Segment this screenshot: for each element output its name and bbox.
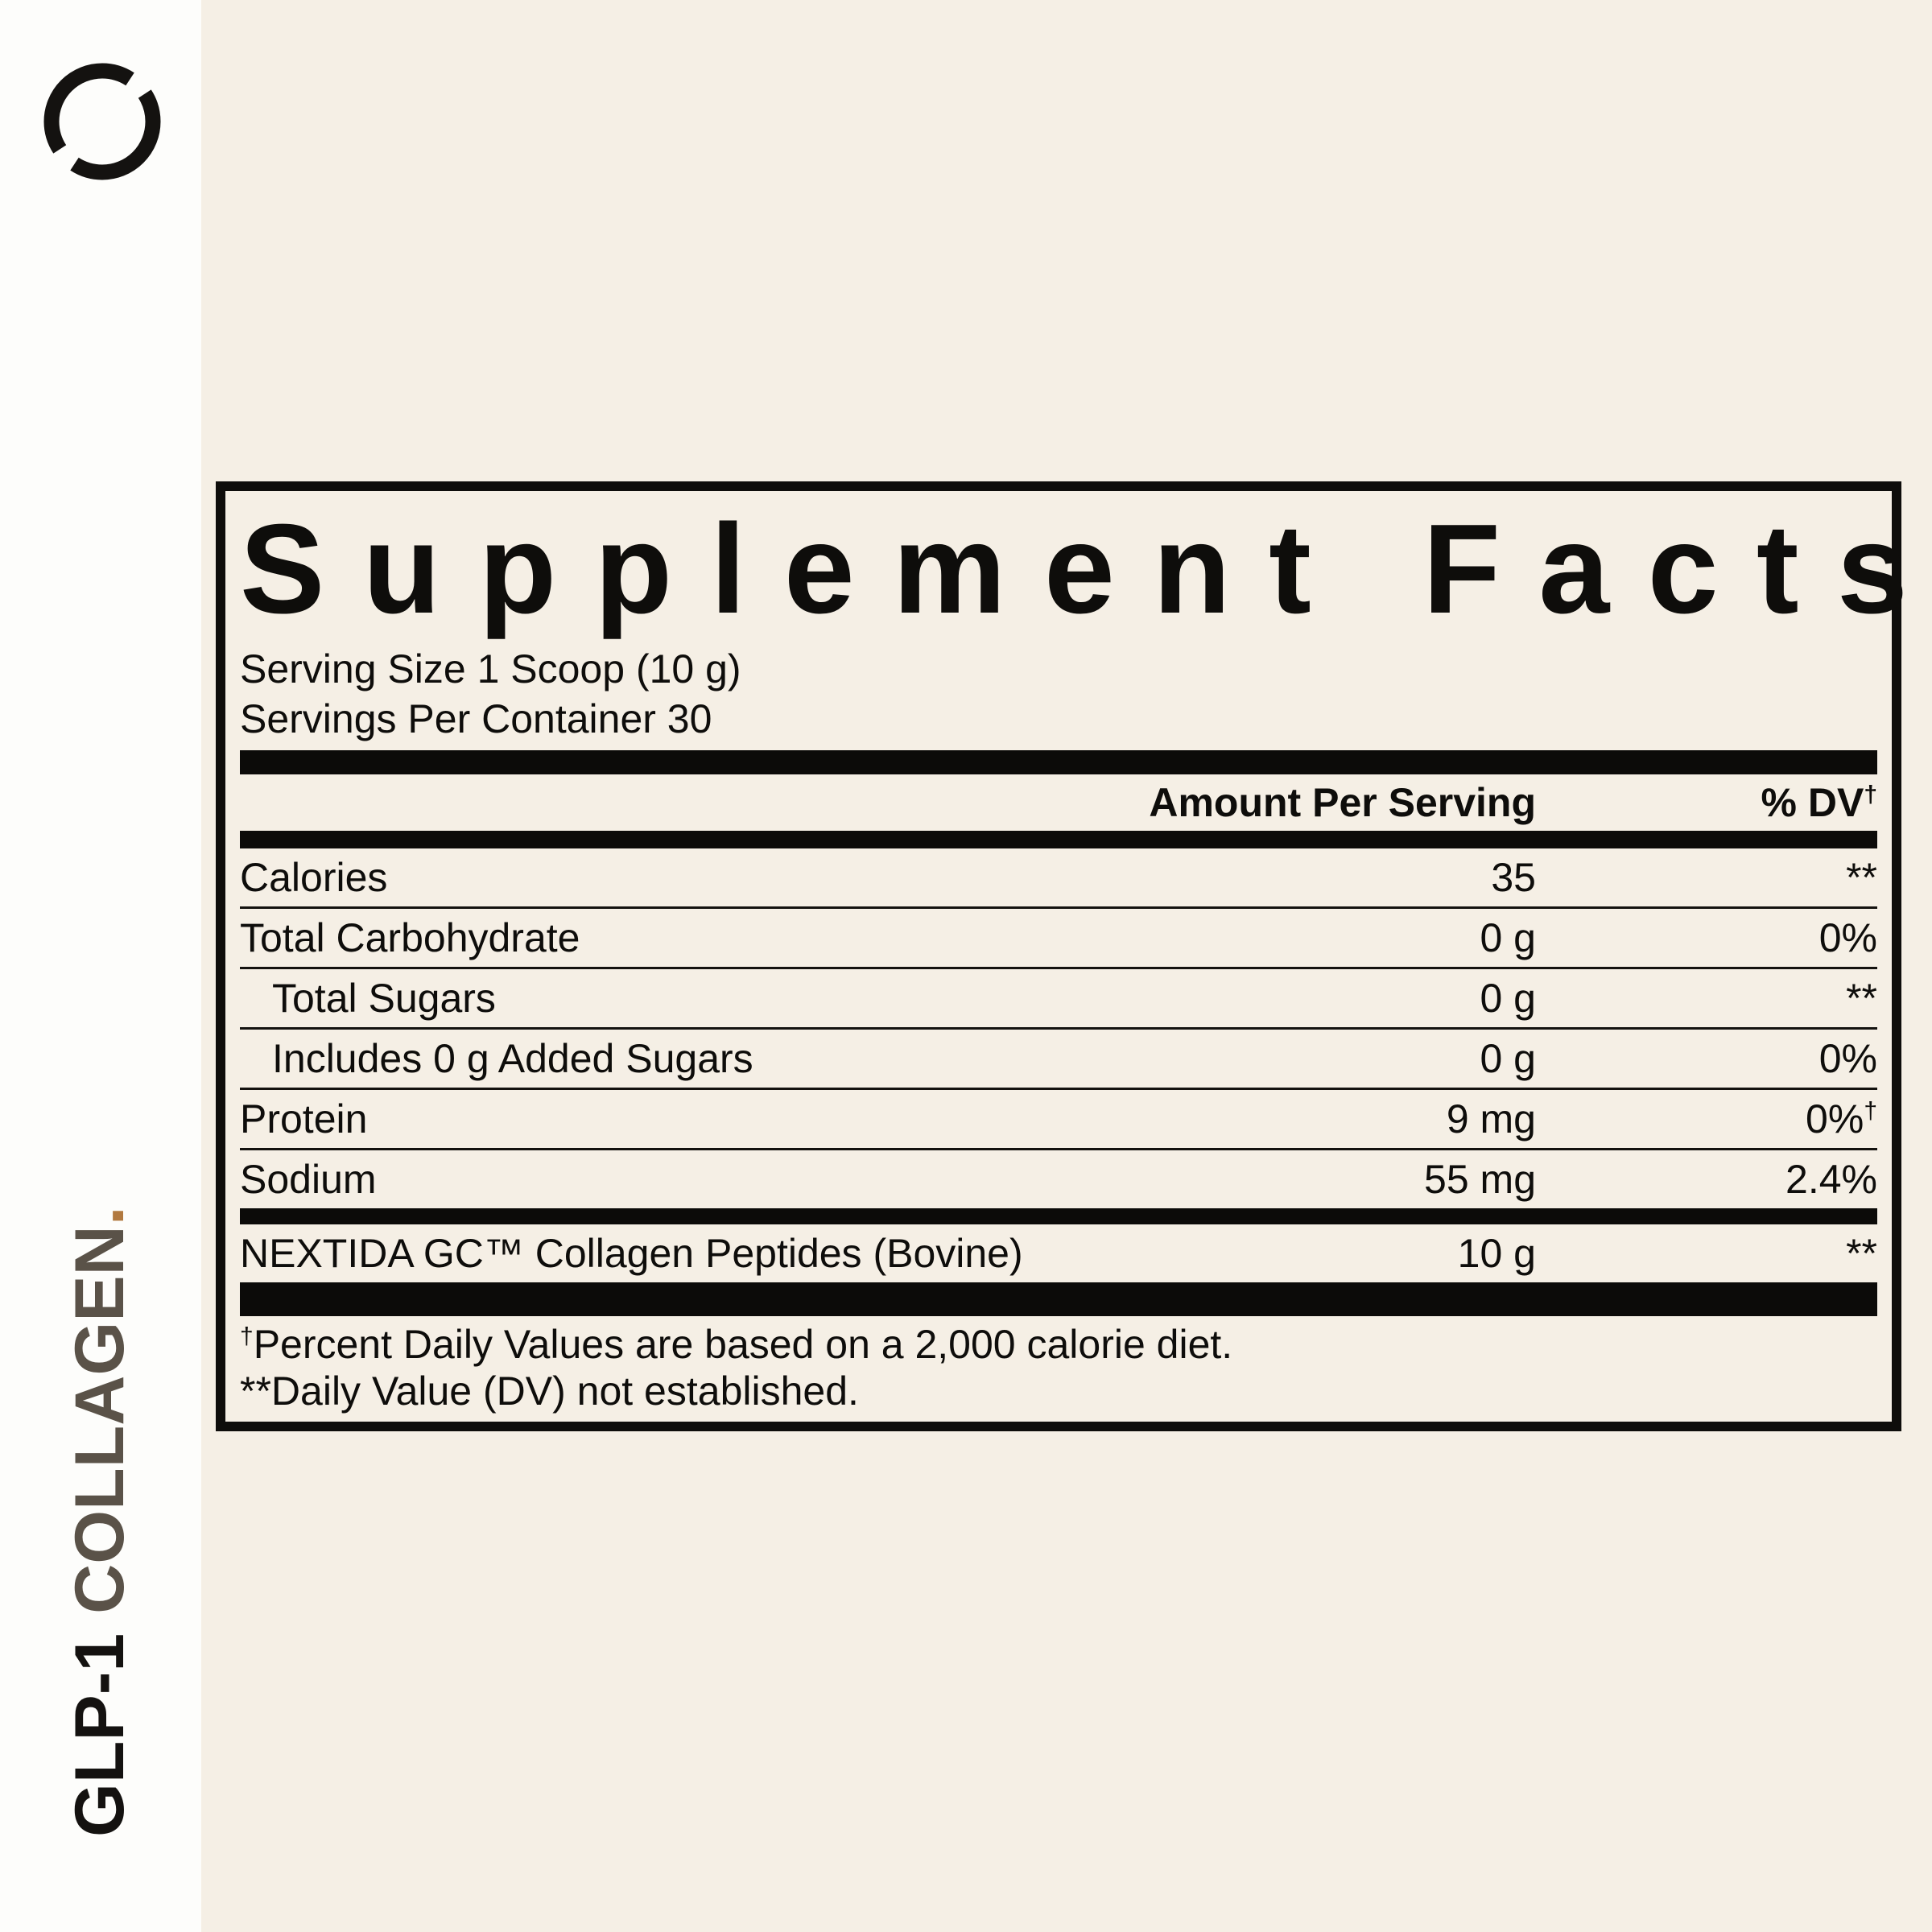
divider-bar-header (240, 831, 1877, 848)
row-dv: 0% (1818, 915, 1877, 960)
supplement-facts-panel: Supplement Facts Serving Size 1 Scoop (1… (216, 481, 1932, 1431)
divider-bar-thick (240, 750, 1877, 774)
row-dv: 0% (1818, 1036, 1877, 1081)
amount-column-header: Amount Per Serving (1149, 780, 1536, 825)
table-row-added-sugars: Includes 0 g Added Sugars 0 g 0% (240, 1030, 1877, 1090)
row-dv-dagger: † (1864, 1097, 1877, 1125)
footnote-dagger: † (240, 1323, 254, 1350)
table-row-calories: Calories 35 ** (240, 848, 1877, 909)
row-amount: 0 g (1480, 1036, 1536, 1081)
row-amount: 35 (1491, 855, 1536, 900)
row-label: NEXTIDA GC™ Collagen Peptides (Bovine) (240, 1231, 1023, 1276)
row-dv: ** (1846, 976, 1877, 1021)
divider-bar-footer (240, 1282, 1877, 1316)
brand-prefix: GLP-1 (61, 1613, 138, 1837)
footnote-text: Percent Daily Values are based on a 2,00… (253, 1322, 1233, 1367)
row-dv: 0%† (1806, 1090, 1877, 1148)
divider-bar-ingredient (240, 1208, 1877, 1224)
row-amount: 0 g (1480, 976, 1536, 1021)
footnote-dv-not-established: **Daily Value (DV) not established. (240, 1371, 1877, 1411)
row-label: Total Carbohydrate (240, 915, 580, 960)
footnote-daily-values: †Percent Daily Values are based on a 2,0… (240, 1324, 1877, 1364)
row-amount: 9 mg (1446, 1096, 1536, 1141)
table-row-protein: Protein 9 mg 0%† (240, 1090, 1877, 1150)
serving-size: Serving Size 1 Scoop (10 g) (240, 646, 741, 691)
footnote-text: Daily Value (DV) not established. (270, 1368, 859, 1414)
dv-column-header: % DV† (1761, 774, 1878, 831)
row-dv-text: 0% (1806, 1096, 1864, 1141)
row-amount: 0 g (1480, 915, 1536, 960)
sidebar: GLP-1 COLLAGEN. (0, 0, 201, 1932)
brand-vertical-text: GLP-1 COLLAGEN. (61, 1169, 138, 1837)
row-label: Sodium (240, 1157, 377, 1202)
dv-header-dagger: † (1864, 781, 1877, 808)
column-header-row: Amount Per Serving % DV† (240, 774, 1877, 831)
row-amount: 55 mg (1424, 1157, 1536, 1202)
row-label: Protein (240, 1096, 368, 1141)
table-row-sodium: Sodium 55 mg 2.4% (240, 1150, 1877, 1208)
panel-title: Supplement Facts (240, 498, 1932, 640)
brand-dot: . (61, 1206, 138, 1226)
broken-circle-logo-icon (43, 63, 161, 180)
row-dv: ** (1846, 1231, 1877, 1276)
row-dv: ** (1846, 855, 1877, 900)
serving-info: Serving Size 1 Scoop (10 g) Servings Per… (240, 644, 1877, 744)
footnote-prefix: ** (240, 1368, 271, 1414)
brand-name: COLLAGEN (61, 1225, 138, 1614)
servings-per-container: Servings Per Container 30 (240, 696, 712, 741)
row-amount: 10 g (1457, 1231, 1536, 1276)
table-row-collagen-peptides: NEXTIDA GC™ Collagen Peptides (Bovine) 1… (240, 1224, 1877, 1282)
row-label: Includes 0 g Added Sugars (272, 1036, 753, 1081)
table-row-total-sugars: Total Sugars 0 g ** (240, 969, 1877, 1030)
table-row-total-carbohydrate: Total Carbohydrate 0 g 0% (240, 909, 1877, 969)
row-label: Calories (240, 855, 388, 900)
dv-header-text: % DV (1761, 780, 1864, 825)
row-label: Total Sugars (272, 976, 496, 1021)
row-dv: 2.4% (1785, 1157, 1877, 1202)
